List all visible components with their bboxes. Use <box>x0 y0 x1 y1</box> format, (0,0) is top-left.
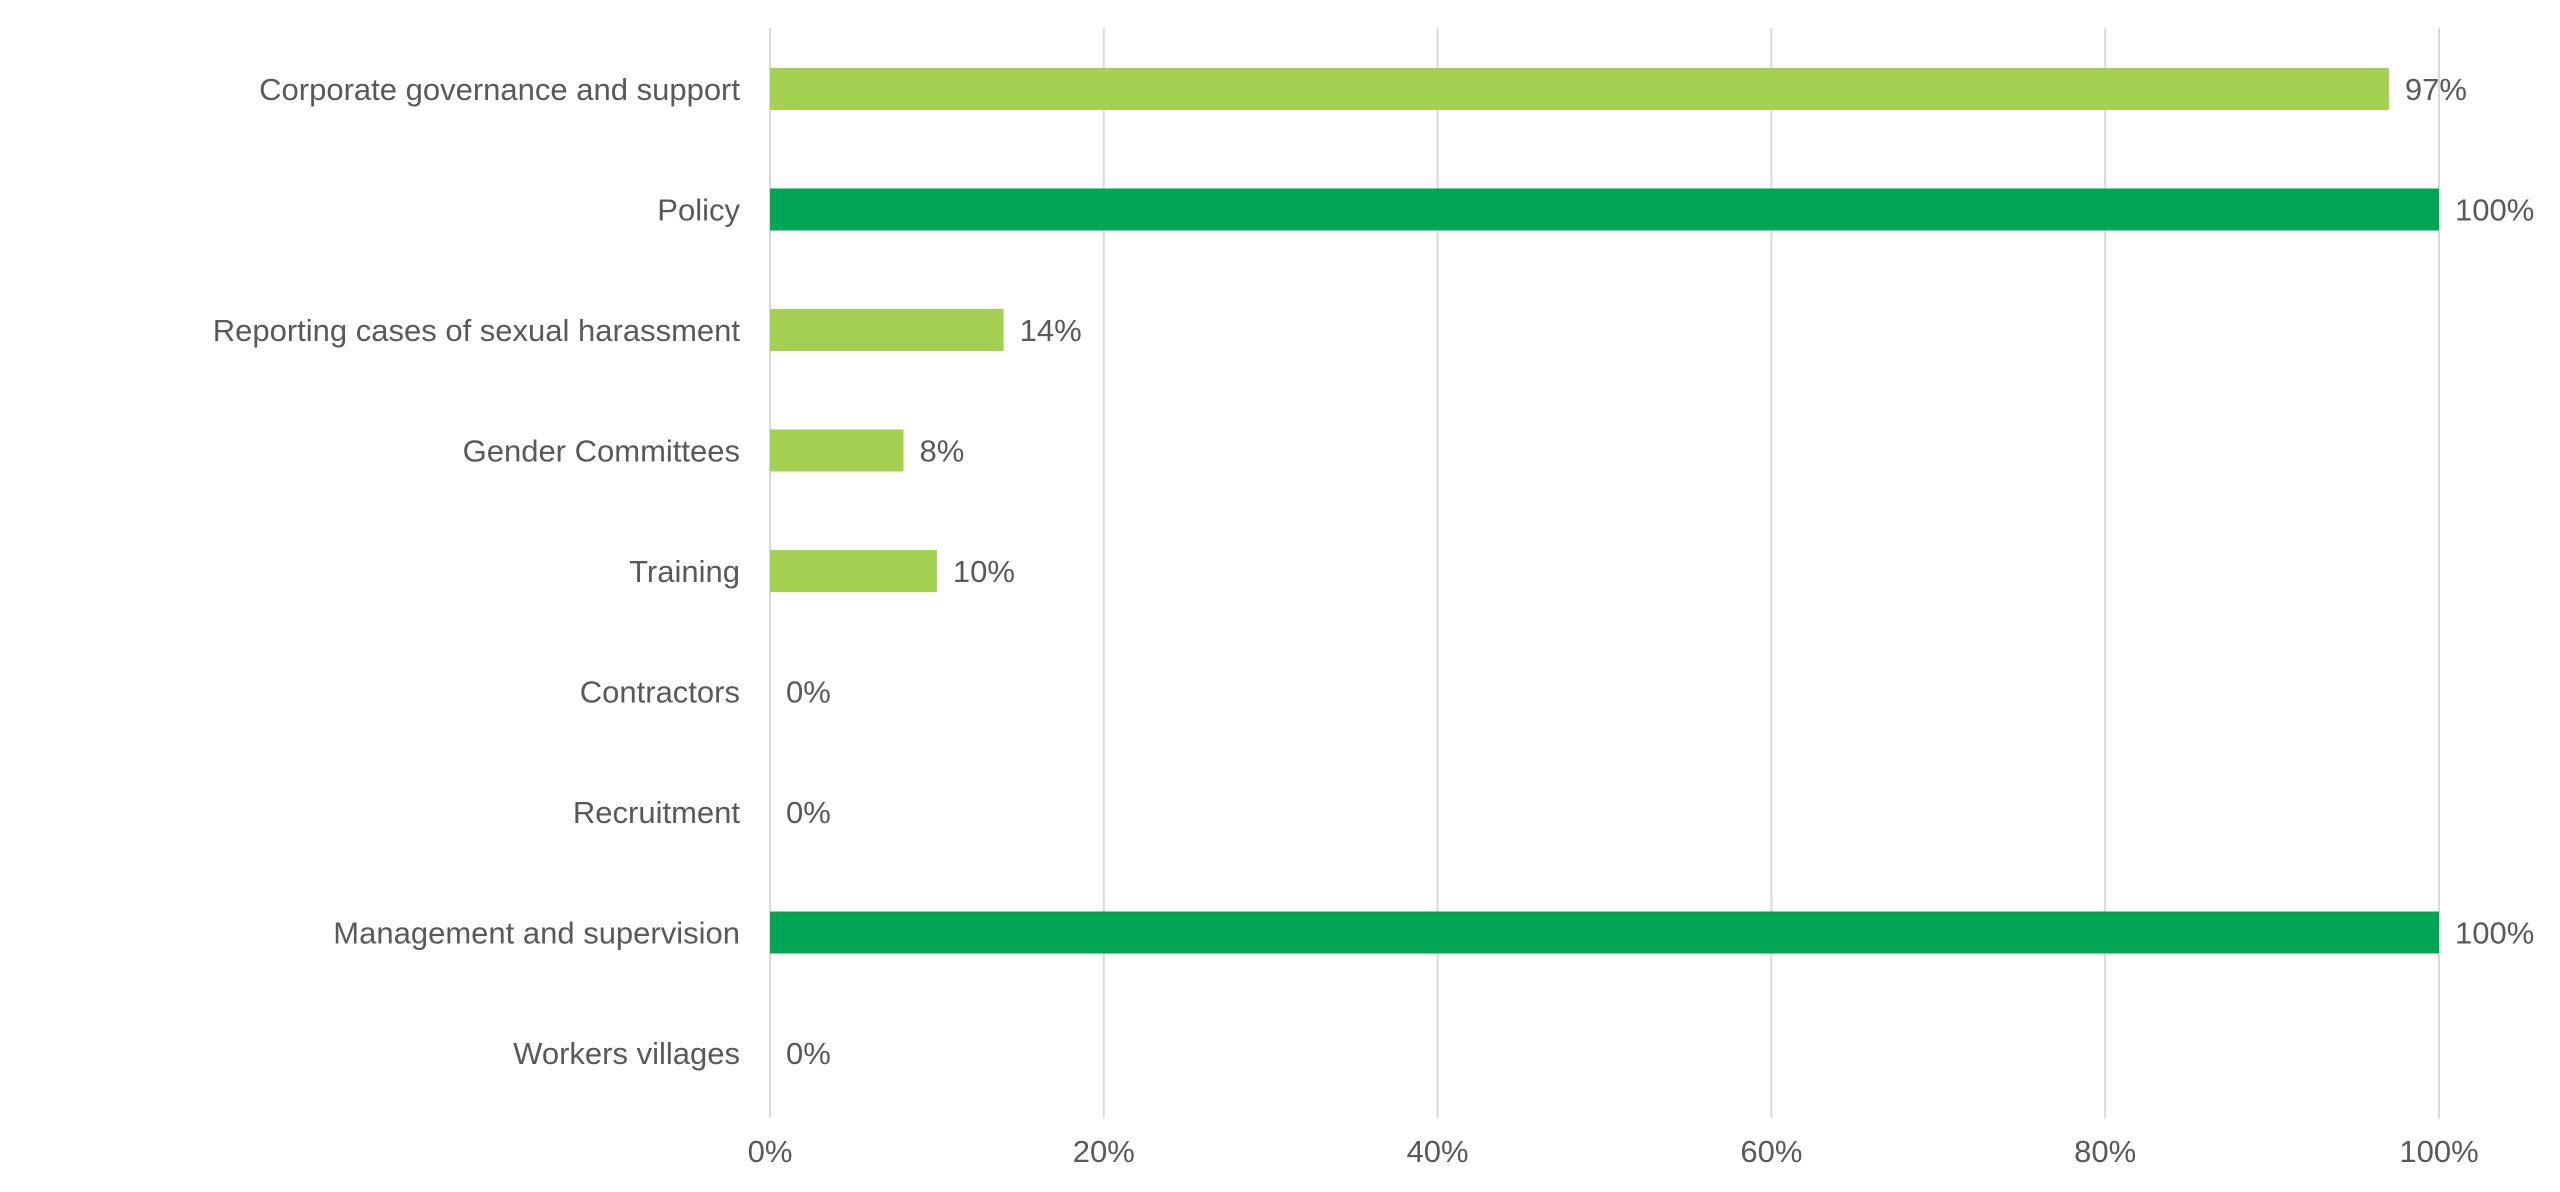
bar <box>770 188 2439 231</box>
category-label: Recruitment <box>573 795 740 830</box>
value-label: 0% <box>786 675 831 710</box>
value-label: 14% <box>1020 313 1082 348</box>
value-label: 0% <box>786 795 831 830</box>
bar <box>770 429 904 472</box>
value-label: 10% <box>953 554 1015 589</box>
x-tick-label: 0% <box>748 1134 793 1169</box>
category-label: Management and supervision <box>333 916 740 951</box>
category-label: Gender Committees <box>463 434 740 469</box>
value-label: 0% <box>786 1036 831 1071</box>
value-labels: 97% 100% 14% 8% 10% 0% 0% 100% 0% <box>786 72 2534 1071</box>
category-label: Workers villages <box>513 1036 740 1071</box>
x-tick-label: 20% <box>1073 1134 1135 1169</box>
x-tick-label: 60% <box>1740 1134 1802 1169</box>
value-label: 8% <box>920 434 965 469</box>
bar <box>770 550 937 592</box>
bar <box>770 68 2389 110</box>
x-tick-label: 100% <box>2399 1134 2478 1169</box>
value-label: 97% <box>2405 72 2467 107</box>
value-label: 100% <box>2455 193 2534 228</box>
category-labels: Corporate governance and support Policy Re… <box>213 72 741 1071</box>
x-axis-tick-labels: 0% 20% 40% 60% 80% 100% <box>748 1134 2479 1169</box>
bar <box>770 309 1004 351</box>
bar <box>770 911 2439 954</box>
category-label: Policy <box>657 193 740 228</box>
bars <box>770 68 2439 954</box>
value-label: 100% <box>2455 916 2534 951</box>
category-label: Reporting cases of sexual harassment <box>213 313 741 348</box>
category-label: Corporate governance and support <box>259 72 740 107</box>
category-label: Contractors <box>580 675 740 710</box>
x-tick-label: 40% <box>1407 1134 1469 1169</box>
category-label: Training <box>629 554 740 589</box>
x-tick-label: 80% <box>2074 1134 2136 1169</box>
